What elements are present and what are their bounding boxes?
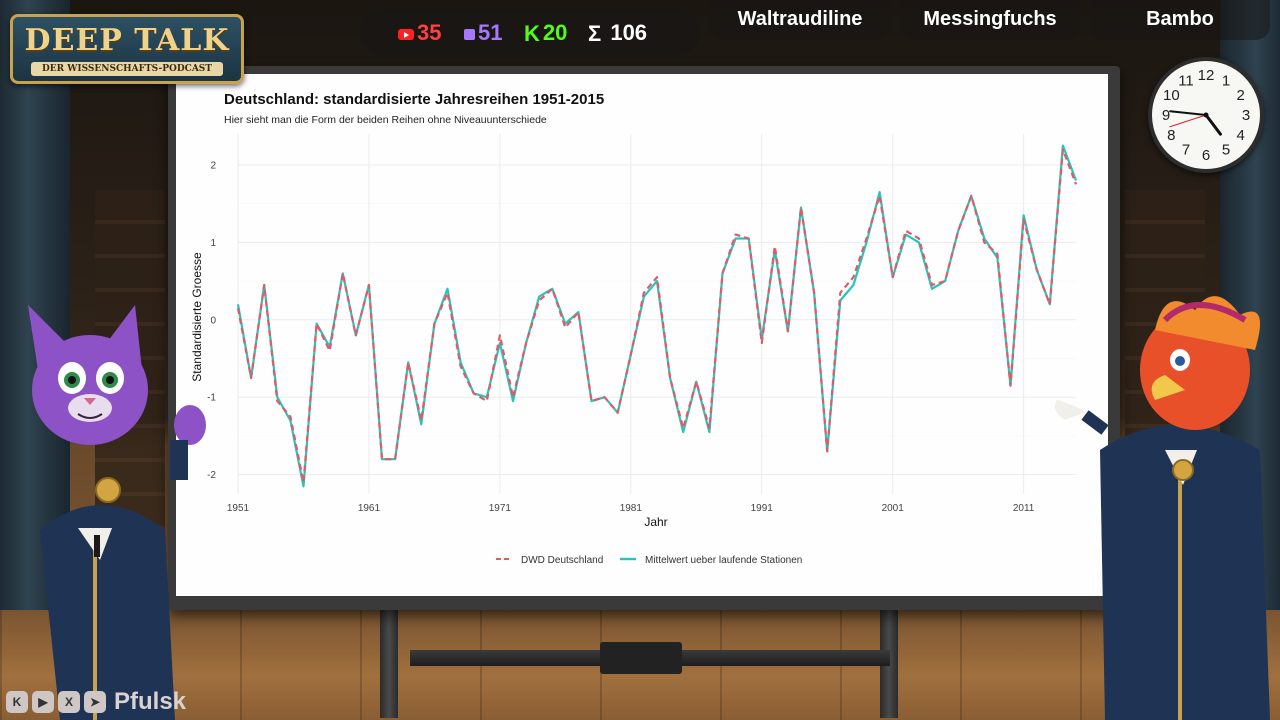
y-tick-label: 0 [210,315,216,326]
total-counter: Σ 106 [588,20,647,46]
x-tick-label: 1981 [620,503,643,514]
y-tick-label: 2 [210,160,216,171]
clock-numeral: 7 [1182,142,1190,159]
clock-numeral: 2 [1236,87,1244,104]
kick-counter: K 20 [524,20,567,46]
clock-numeral: 12 [1198,67,1215,84]
phoenix-mascot [1054,296,1270,720]
x-axis-ticks: 1951 1961 1971 1981 1991 2001 2011 [227,503,1035,514]
logo-title: DEEP TALK [24,23,230,58]
youtube-count: 35 [417,20,442,45]
y-axis-ticks: -2 -1 0 1 2 [207,160,216,481]
viewer-counters: 35 51 K 20 Σ 106 [360,8,700,56]
kick-icon: K [524,21,540,47]
y-tick-label: -2 [207,470,216,481]
social-handle: Pfulsk [114,688,187,715]
left-curtain [0,0,70,620]
series-line-mittel [236,144,1078,488]
twitch-counter: 51 [464,20,502,46]
x-tick-label: 1951 [227,503,250,514]
clock-numeral: 5 [1222,142,1230,159]
chart-grid [237,134,1076,494]
twitch-count: 51 [478,20,503,45]
youtube-icon [398,28,414,40]
x-tick-label: 1991 [751,503,774,514]
wall-clock: 12 1 2 3 4 5 6 7 8 9 10 11 [1148,57,1264,173]
chart-subtitle: Hier sieht man die Form der beiden Reihe… [224,114,547,126]
clock-center [1203,112,1209,118]
board-stand-base [600,642,682,674]
total-count: 106 [610,20,648,45]
chart-legend: DWD Deutschland Mittelwert ueber laufend… [496,555,802,566]
nametag-left: Waltraudiline [710,0,890,40]
x-icon[interactable]: X [58,691,80,713]
clock-numeral: 4 [1236,127,1244,144]
chart-title: Deutschland: standardisierte Jahresreihe… [224,91,604,108]
clock-numeral: 6 [1202,147,1210,164]
clock-numeral: 8 [1167,127,1175,144]
clock-numeral: 3 [1242,107,1250,124]
legend-label-dwd: DWD Deutschland [521,555,603,566]
kick-icon[interactable]: K [6,691,28,713]
deep-talk-logo: DEEP TALK DER WISSENSCHAFTS-PODCAST [10,14,244,84]
nametag-right: Bambo [1090,0,1270,40]
youtube-counter: 35 [398,20,441,46]
y-tick-label: -1 [207,393,216,404]
clock-numeral: 1 [1222,72,1230,89]
x-axis-label: Jahr [644,515,667,529]
x-tick-label: 1961 [358,503,381,514]
y-axis-label: Standardisierte Groesse [190,252,204,382]
kick-count: 20 [542,20,568,45]
x-tick-label: 2011 [1013,503,1035,514]
nametag-center: Messingfuchs [900,0,1080,40]
social-links: K ▶ X ➤ Pfulsk [6,688,221,716]
youtube-icon[interactable]: ▶ [32,691,54,713]
sum-icon: Σ [588,21,602,47]
x-tick-label: 1971 [489,503,512,514]
clock-numeral: 11 [1178,72,1194,89]
legend-label-mittel: Mittelwert ueber laufende Stationen [645,555,802,566]
clock-numeral: 10 [1163,87,1180,104]
clock-numeral: 9 [1162,107,1170,124]
clock-minute-hand [1169,110,1207,116]
board-stand-leg-left [380,608,398,718]
y-tick-label: 1 [210,238,216,249]
line-chart: Deutschland: standardisierte Jahresreihe… [190,91,1078,566]
series-line-dwd [236,148,1078,484]
x-tick-label: 2001 [882,503,905,514]
chart-series [236,144,1078,488]
cat-mascot [28,305,206,720]
twitch-icon [464,28,475,40]
logo-subtitle: DER WISSENSCHAFTS-PODCAST [31,62,223,76]
telegram-icon[interactable]: ➤ [84,691,106,713]
clock-hour-hand [1204,113,1222,136]
clock-second-hand [1169,114,1207,128]
